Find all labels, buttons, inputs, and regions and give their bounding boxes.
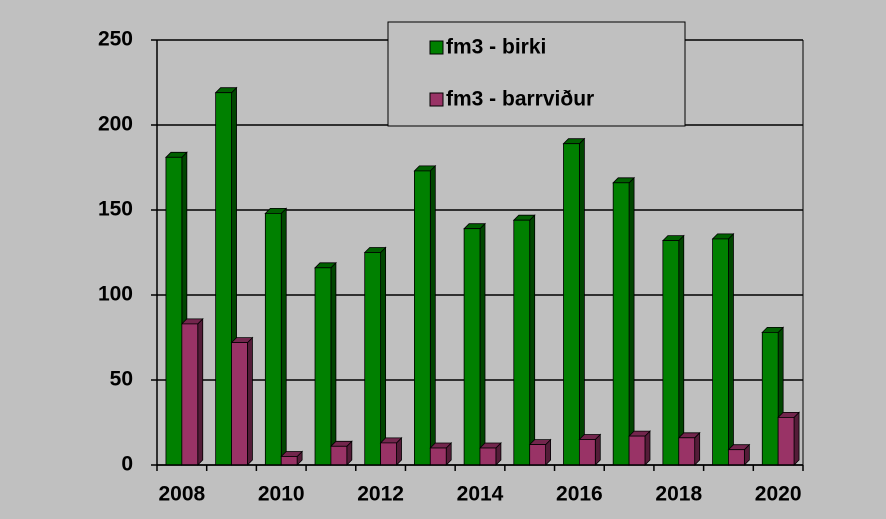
bar-front (380, 442, 397, 466)
bar-front (215, 92, 232, 466)
bar (677, 431, 701, 466)
bar-front (529, 444, 546, 466)
bar (512, 214, 536, 466)
x-tick-label: 2018 (655, 483, 702, 506)
bar-side (280, 207, 287, 466)
bar-front (414, 170, 431, 466)
bar-front (463, 228, 481, 466)
x-tick-label: 2016 (556, 483, 603, 506)
bar-side (644, 430, 651, 466)
bar (528, 438, 552, 466)
bar-front (712, 238, 729, 466)
y-tick-label: 250 (98, 28, 133, 51)
bar (727, 443, 751, 466)
legend-label: fm3 - barrviður (446, 88, 594, 111)
bar-front (761, 331, 779, 466)
bar (429, 442, 453, 466)
bar-front (513, 219, 531, 466)
bar-front (231, 342, 248, 466)
bar (463, 222, 486, 466)
bar-side (728, 232, 734, 466)
bar (264, 207, 288, 466)
bar-side (429, 164, 436, 466)
bar-front (165, 156, 183, 466)
bar-side (578, 137, 585, 466)
bar-side (678, 234, 685, 466)
bar-front (662, 240, 680, 466)
bar (280, 450, 304, 466)
bar (578, 433, 602, 466)
bar-side (380, 246, 387, 466)
x-tick-label: 2014 (457, 483, 504, 506)
y-tick-label: 50 (110, 368, 133, 391)
bar-side (330, 261, 337, 466)
bar (661, 234, 685, 466)
legend-swatch (429, 40, 444, 55)
x-tick-label: 2020 (755, 483, 802, 506)
bar-front (578, 439, 596, 466)
bar-front (728, 449, 745, 466)
bar (628, 430, 651, 466)
bar-front (479, 447, 497, 466)
bar-front (429, 447, 447, 466)
bar (612, 176, 636, 466)
bar (379, 436, 403, 466)
bar-front (612, 182, 630, 466)
legend-box (387, 21, 686, 127)
bar-front (264, 212, 282, 466)
bar-front (330, 445, 348, 466)
bar (562, 137, 586, 466)
bar-side (247, 336, 253, 466)
bar (329, 440, 353, 466)
bar-side (479, 222, 486, 466)
bar (479, 442, 502, 466)
y-tick-label: 0 (121, 453, 133, 476)
bar-front (364, 252, 382, 466)
bar-front (280, 456, 298, 466)
bar-side (694, 431, 701, 466)
bar-front (628, 435, 646, 466)
bar (363, 246, 387, 466)
bar (230, 336, 254, 466)
bar-side (793, 411, 800, 466)
bar-side (529, 214, 536, 466)
bar (180, 317, 204, 466)
x-tick-label: 2012 (357, 483, 404, 506)
bar-side (197, 317, 204, 466)
bar (413, 164, 437, 466)
legend-swatch (429, 92, 444, 107)
bar-front (563, 143, 580, 466)
y-tick-label: 150 (98, 198, 133, 221)
x-tick-label: 2010 (258, 483, 305, 506)
x-tick-label: 2008 (158, 483, 205, 506)
bar (777, 411, 801, 466)
y-tick-label: 100 (98, 283, 133, 306)
bar-front (777, 416, 795, 466)
bar-front (181, 323, 199, 466)
bar-front (678, 437, 696, 466)
y-tick-label: 200 (98, 113, 133, 136)
bar-front (314, 267, 332, 466)
legend-label: fm3 - birki (446, 36, 546, 59)
bar-side (628, 176, 635, 466)
bar (711, 232, 735, 466)
bar (314, 261, 337, 466)
